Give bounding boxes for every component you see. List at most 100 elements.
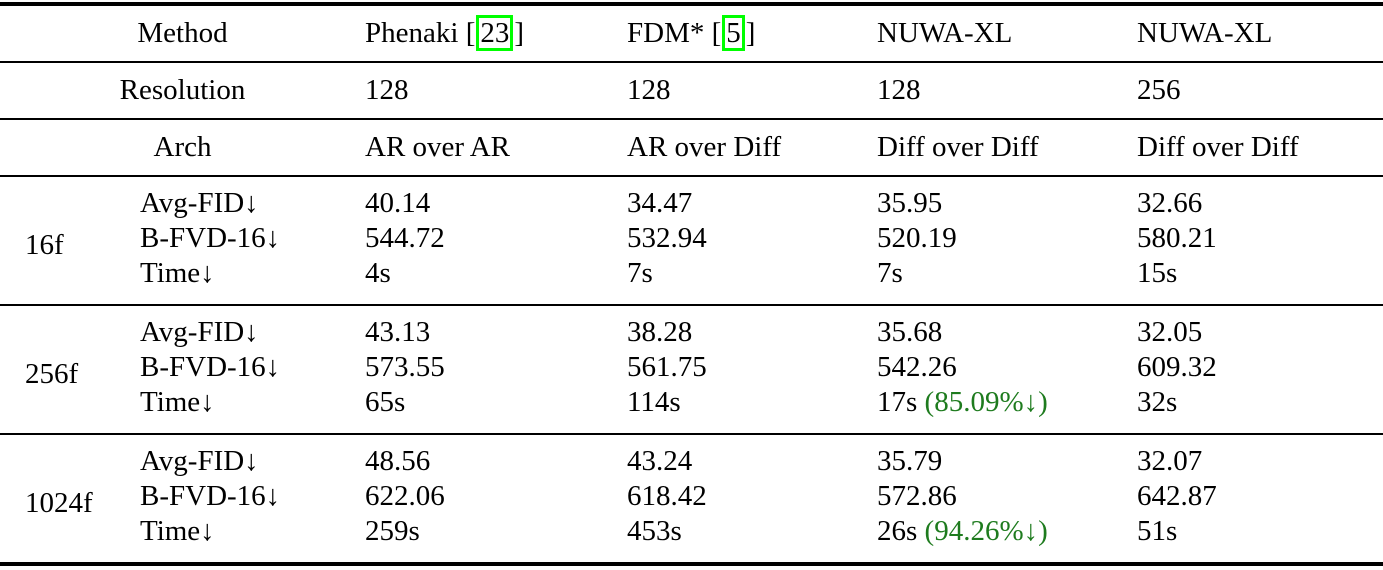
metric-label: Avg-FID↓ [140,187,259,219]
header-cell: AR over AR [365,119,627,177]
row-label: Arch [0,119,365,177]
value-cell: 114s [627,385,877,435]
cell-text: 32.05 [1137,316,1203,348]
cell-text: 128 [627,74,671,106]
cell-text: AR over Diff [627,131,782,163]
cell-text: Phenaki [365,17,459,49]
value-cell: 35.95 [877,176,1137,221]
cell-text: 561.75 [627,351,707,383]
cell-text: 128 [365,74,409,106]
header-cell: Diff over Diff [1137,119,1383,177]
cell-text: 26s [877,515,918,547]
cell-text: NUWA-XL [877,17,1013,49]
value-cell: 40.14 [365,176,627,221]
metric-label: Avg-FID↓ [140,316,259,348]
value-cell: 38.28 [627,305,877,350]
data-row: 16f Avg-FID↓ 40.14 34.47 35.95 32.66 [0,176,1383,306]
header-cell: Diff over Diff [877,119,1137,177]
cell-text: 453s [627,515,682,547]
value-cell: 15s [1137,256,1383,306]
header-cell: NUWA-XL [1137,4,1383,63]
cell-text: 35.68 [877,316,943,348]
cell-text: 17s [877,386,918,418]
citation-link[interactable]: 23 [476,15,514,52]
value-cell: 34.47 [627,176,877,221]
value-cell: 7s [627,256,877,306]
table-body: Method Phenaki [23] FDM* [5] NUWA-XL NUWA-XL… [0,4,1383,564]
value-cell: 43.13 [365,305,627,350]
cell-text: Diff over Diff [1137,131,1299,163]
cell-text: 114s [627,386,681,418]
value-cell: 17s (85.09%↓) [877,385,1137,435]
cell-text: 532.94 [627,222,707,254]
cell-text: 7s [627,257,653,289]
value-cell: 35.79 [877,434,1137,479]
cell-text: 32.07 [1137,445,1203,477]
cell-text: 542.26 [877,351,957,383]
cell-text: 35.79 [877,445,943,477]
cell-text: 15s [1137,257,1178,289]
cell-text: Diff over Diff [877,131,1039,163]
header-cell: FDM* [5] [627,4,877,63]
cell-text: 40.14 [365,187,431,219]
cell-text: 38.28 [627,316,693,348]
value-cell: 4s [365,256,627,306]
row-label: Resolution [0,62,365,120]
header-cell: 128 [627,62,877,120]
data-row: 256f Avg-FID↓ 43.13 38.28 35.68 32.05 [0,305,1383,435]
cell-text: 642.87 [1137,480,1217,512]
cell-text: 128 [877,74,921,106]
metric-label: Time↓ [140,515,215,547]
group-label: 256f [0,305,140,435]
cell-text: 622.06 [365,480,445,512]
cell-text: 65s [365,386,406,418]
group-label: 16f [0,176,140,306]
header-cell: Phenaki [23] [365,4,627,63]
header-cell: 128 [365,62,627,120]
value-cell: 520.19 [877,221,1137,256]
cell-text: 259s [365,515,420,547]
cell-text: 7s [877,257,903,289]
value-cell: 572.86 [877,479,1137,514]
cell-text: 544.72 [365,222,445,254]
value-cell: 7s [877,256,1137,306]
value-cell: 48.56 [365,434,627,479]
value-cell: 35.68 [877,305,1137,350]
cell-text: AR over AR [365,131,510,163]
header-cell: NUWA-XL [877,4,1137,63]
value-cell: 573.55 [365,350,627,385]
header-cell: 128 [877,62,1137,120]
time-reduction-note: (85.09%↓) [917,386,1048,418]
cell-text: 43.24 [627,445,693,477]
data-row: Time↓ 4s 7s 7s 15s [0,256,1383,306]
cell-text: 256 [1137,74,1181,106]
metric-label: B-FVD-16↓ [140,351,281,383]
cell-text: 520.19 [877,222,957,254]
header-cell: AR over Diff [627,119,877,177]
data-row: B-FVD-16↓ 573.55 561.75 542.26 609.32 [0,350,1383,385]
cell-text: 48.56 [365,445,431,477]
value-cell: 32.66 [1137,176,1383,221]
time-reduction-note: (94.26%↓) [917,515,1048,547]
value-cell: 618.42 [627,479,877,514]
cell-text: 32.66 [1137,187,1203,219]
header-row-resolution: Resolution 128 128 128 256 [0,62,1383,120]
cell-text: 609.32 [1137,351,1217,383]
value-cell: 542.26 [877,350,1137,385]
metric-label: B-FVD-16↓ [140,480,281,512]
header-row-arch: Arch AR over AR AR over Diff Diff over Diff… [0,119,1383,177]
cell-text: FDM* [627,17,705,49]
citation-link[interactable]: 5 [722,15,745,52]
value-cell: 622.06 [365,479,627,514]
value-cell: 259s [365,514,627,564]
data-row: B-FVD-16↓ 622.06 618.42 572.86 642.87 [0,479,1383,514]
cell-text: 34.47 [627,187,693,219]
value-cell: 32.07 [1137,434,1383,479]
cell-text: 43.13 [365,316,431,348]
metric-label: Avg-FID↓ [140,445,259,477]
cell-text: 572.86 [877,480,957,512]
value-cell: 26s (94.26%↓) [877,514,1137,564]
data-row: Time↓ 259s 453s 26s (94.26%↓) 51s [0,514,1383,564]
metric-label: Time↓ [140,256,365,306]
